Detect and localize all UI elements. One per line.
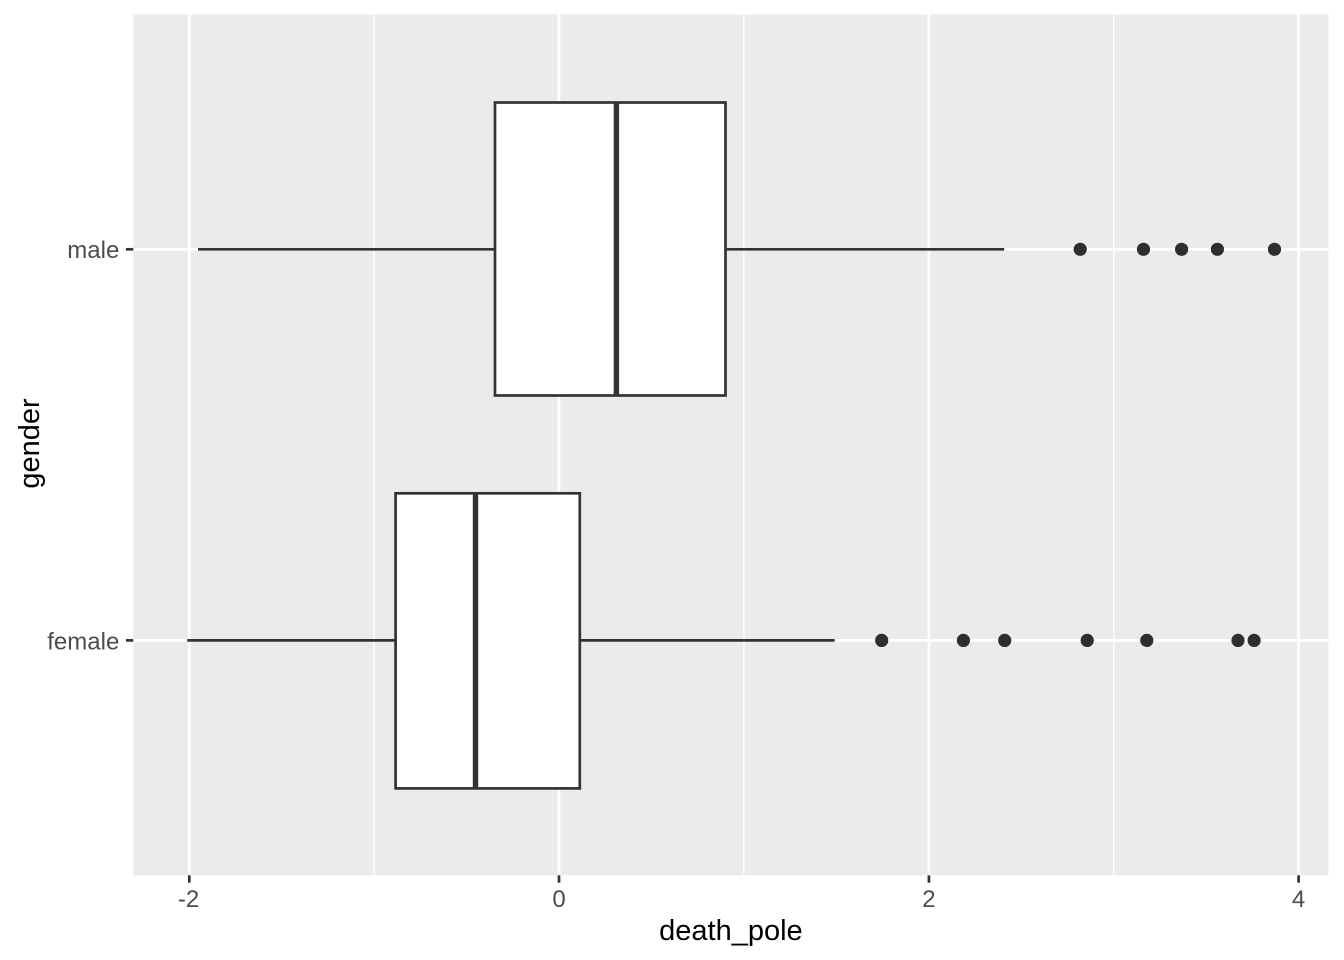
svg-text:-2: -2 — [178, 886, 199, 913]
svg-text:0: 0 — [552, 886, 565, 913]
svg-text:4: 4 — [1292, 886, 1305, 913]
svg-text:gender: gender — [14, 398, 46, 489]
svg-text:death_pole: death_pole — [659, 915, 803, 947]
svg-text:2: 2 — [922, 886, 935, 913]
svg-text:female: female — [47, 628, 119, 655]
svg-text:male: male — [67, 237, 119, 264]
